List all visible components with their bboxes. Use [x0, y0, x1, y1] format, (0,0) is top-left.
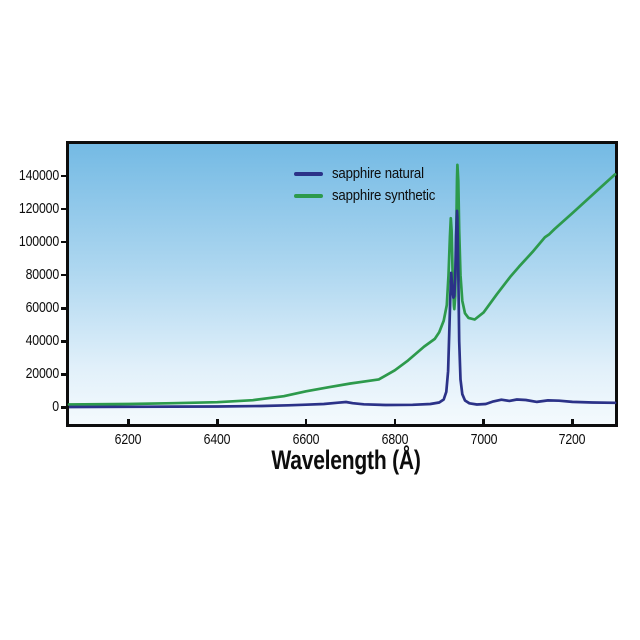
x-tick-label: 6600	[292, 431, 320, 448]
y-tick-mark	[61, 240, 69, 244]
plot-svg	[67, 163, 617, 409]
y-tick-label: 120000	[18, 200, 60, 218]
y-tick-label: 20000	[25, 365, 60, 383]
legend-swatch	[294, 194, 323, 198]
y-tick-label: 0	[52, 398, 60, 416]
legend-label: sapphire synthetic	[332, 187, 436, 204]
x-tick-mark	[393, 419, 397, 424]
x-tick-mark	[571, 419, 574, 424]
x-tick-mark	[482, 419, 485, 424]
x-tick-label: 7200	[559, 431, 586, 448]
y-tick-mark	[61, 373, 69, 376]
legend-item-synthetic: sapphire synthetic	[294, 185, 449, 207]
y-tick-mark	[61, 207, 69, 211]
legend-swatch	[294, 172, 323, 176]
x-axis-title: Wavelength (Å)	[271, 445, 421, 475]
y-tick-label: 140000	[18, 167, 60, 185]
y-tick-label: 60000	[25, 299, 60, 317]
legend-label: sapphire natural	[332, 165, 424, 182]
plot-inner: 6200 6400 6600 6800 7000 7200 0 20000 40000 6000…	[19, 144, 617, 475]
legend-item-natural: sapphire natural	[294, 163, 449, 185]
x-tick-mark	[216, 419, 219, 424]
x-tick-mark	[304, 419, 308, 424]
series-line-sapphire-synthetic	[67, 163, 617, 406]
y-tick-mark	[61, 406, 69, 409]
y-tick-mark	[61, 273, 69, 277]
plot-area	[66, 141, 618, 427]
y-tick-mark	[61, 340, 69, 343]
y-tick-label: 40000	[25, 332, 60, 350]
legend: sapphire natural sapphire synthetic	[294, 163, 449, 207]
y-tick-mark	[61, 307, 69, 310]
x-tick-mark	[127, 419, 130, 424]
x-tick-label: 6800	[381, 431, 409, 448]
series-line-sapphire-natural	[67, 209, 617, 409]
x-tick-label: 6400	[203, 431, 231, 448]
x-tick-label: 6200	[115, 431, 142, 448]
y-tick-label: 100000	[18, 233, 60, 251]
y-tick-mark	[61, 174, 69, 178]
x-tick-label: 7000	[470, 431, 497, 448]
y-tick-label: 80000	[25, 266, 60, 284]
